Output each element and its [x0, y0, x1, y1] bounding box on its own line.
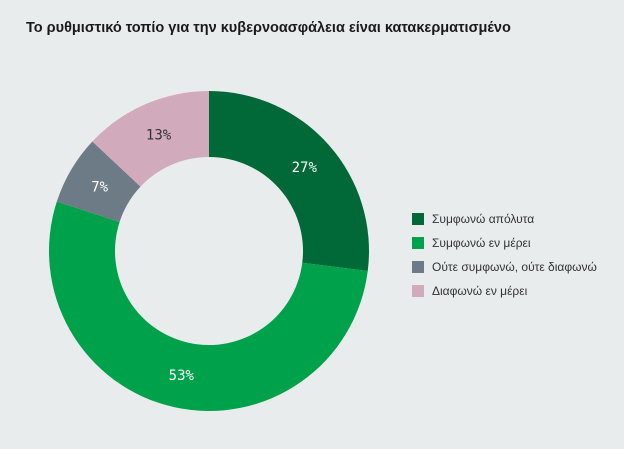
donut-slice — [48, 201, 368, 412]
legend-label: Ούτε συμφωνώ, ούτε διαφωνώ — [432, 260, 597, 274]
legend-swatch — [412, 237, 424, 249]
legend-item: Συμφωνώ εν μέρει — [412, 231, 597, 255]
legend-item: Διαφωνώ εν μέρει — [412, 279, 597, 303]
legend-item: Συμφωνώ απόλυτα — [412, 207, 597, 231]
legend-swatch — [412, 285, 424, 297]
slice-data-label: 53% — [169, 368, 195, 384]
chart-title: Το ρυθμιστικό τοπίο για την κυβερνοασφάλ… — [26, 20, 511, 36]
legend-label: Διαφωνώ εν μέρει — [432, 284, 528, 298]
slice-data-label: 13% — [146, 127, 172, 143]
legend-label: Συμφωνώ απόλυτα — [432, 212, 535, 226]
donut-slice — [56, 141, 141, 222]
legend-swatch — [412, 261, 424, 273]
chart-legend: Συμφωνώ απόλυτα Συμφωνώ εν μέρει Ούτε συμφ… — [412, 207, 597, 303]
legend-item: Ούτε συμφωνώ, ούτε διαφωνώ — [412, 255, 597, 279]
donut-slice — [209, 91, 369, 272]
legend-label: Συμφωνώ εν μέρει — [432, 236, 531, 250]
donut-slice — [92, 91, 209, 187]
slice-data-label: 7% — [91, 179, 108, 195]
slice-data-label: 27% — [292, 160, 318, 176]
legend-swatch — [412, 213, 424, 225]
